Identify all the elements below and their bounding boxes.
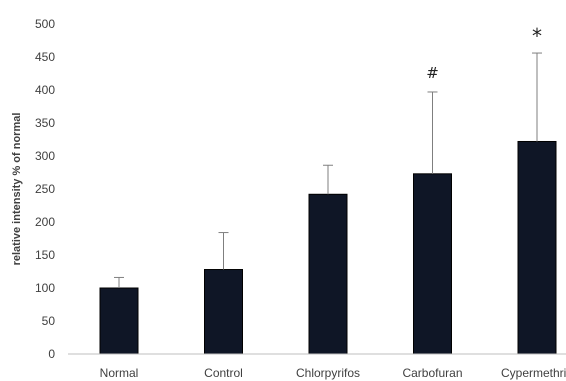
bar [413,173,452,355]
y-tick-label: 250 [35,182,55,196]
bar [517,140,557,355]
bar [308,193,348,355]
x-category-label: Chlorpyrifos [296,366,360,380]
y-tick-label: 50 [42,314,56,328]
y-tick-label: 500 [35,17,55,31]
y-tick-label: 150 [35,248,55,262]
y-axis-ticks: 0 50 100 150 200 250 300 350 400 450 500 [35,17,55,361]
y-tick-label: 100 [35,281,55,295]
y-tick-label: 0 [48,347,55,361]
significance-marker: # [426,64,439,82]
significance-annotations: #* [426,24,542,82]
x-category-label: Cypermethrin [501,366,566,380]
x-category-label: Carbofuran [402,366,462,380]
error-bars [114,52,542,288]
x-axis-labels: Normal Control Chlorpyrifos Carbofuran Cyper… [100,366,566,380]
y-tick-label: 350 [35,116,55,130]
y-tick-label: 450 [35,50,55,64]
y-tick-label: 300 [35,149,55,163]
x-category-label: Normal [100,366,139,380]
bar [99,287,139,355]
y-tick-label: 400 [35,83,55,97]
significance-marker: * [532,24,542,48]
bar [204,269,243,355]
x-category-label: Control [204,366,243,380]
y-axis-label: relative intensity % of normal [11,113,23,266]
y-tick-label: 200 [35,215,55,229]
